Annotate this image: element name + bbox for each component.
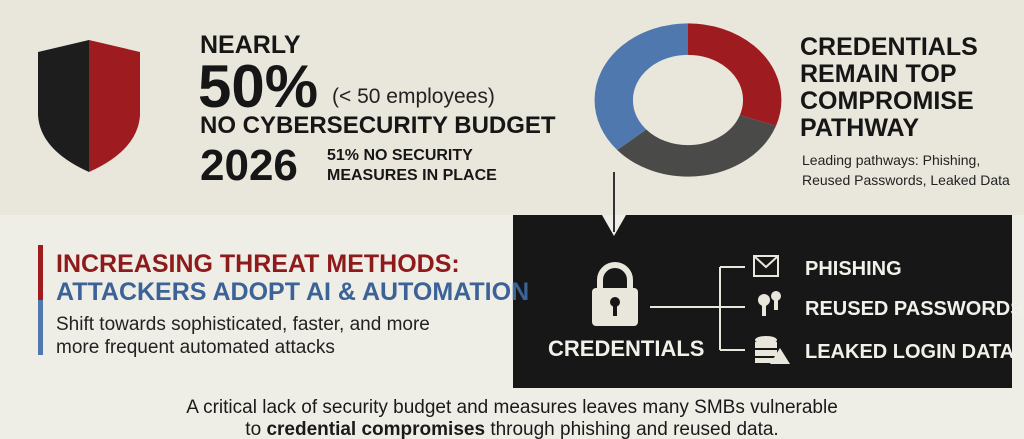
stat-year: 2026: [200, 141, 298, 190]
threats-subtitle: ATTACKERS ADOPT AI & AUTOMATION: [56, 278, 529, 306]
bracket: [650, 266, 745, 351]
pathway-title: PATHWAY: [800, 114, 919, 142]
footer-part: to: [245, 419, 261, 439]
stat-headline: NO CYBERSECURITY BUDGET: [200, 112, 556, 139]
pathway-title: CREDENTIALS: [800, 33, 978, 61]
lock-icon: [592, 262, 638, 326]
pathway-title: REMAIN TOP: [800, 60, 957, 88]
shield-left: [38, 40, 89, 172]
pathway-desc: Leading pathways: Phishing,: [802, 152, 980, 168]
footer-text: to credential compromises through phishi…: [245, 419, 778, 439]
database-icon: [755, 336, 790, 364]
footer-text: A critical lack of security budget and m…: [186, 397, 838, 418]
stat-note: (< 50 employees): [332, 85, 495, 108]
stat-lead: NEARLY: [200, 31, 301, 59]
diagram-source: CREDENTIALS: [548, 336, 704, 361]
diagram-item: LEAKED LOGIN DATA: [805, 341, 1014, 363]
key-icon: [758, 291, 781, 316]
diagram-item: PHISHING: [805, 258, 902, 280]
threats-title: INCREASING THREAT METHODS:: [56, 250, 460, 278]
donut: [594, 23, 782, 177]
donut-segment: [594, 23, 782, 177]
threats-body: more frequent automated attacks: [56, 337, 335, 358]
threats-body: Shift towards sophisticated, faster, and…: [56, 314, 430, 335]
pathway-desc: Reused Passwords, Leaked Data: [802, 172, 1010, 188]
footer-bold: credential compromises: [266, 419, 485, 439]
stat-sub: MEASURES IN PLACE: [327, 167, 497, 184]
accent-bar: [38, 245, 43, 300]
stat-sub: 51% NO SECURITY: [327, 147, 473, 164]
pathway-title: COMPROMISE: [800, 87, 974, 115]
donut-segment: [594, 23, 782, 177]
accent-bar: [38, 300, 43, 355]
diagram-item: REUSED PASSWORDS: [805, 298, 1024, 320]
shield-right: [89, 40, 140, 172]
stat-big: 50%: [198, 53, 318, 120]
phishing-icon: [753, 255, 779, 277]
footer-part: through phishing and reused data.: [490, 419, 778, 439]
